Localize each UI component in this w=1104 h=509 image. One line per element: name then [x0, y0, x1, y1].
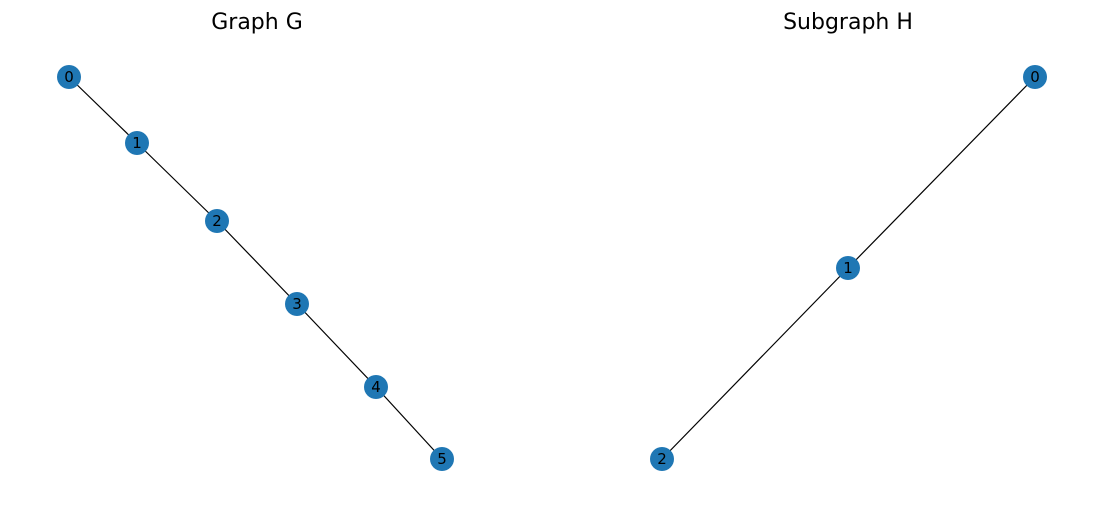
subgraph-h-node-label: 1	[843, 259, 853, 277]
graph-g-node-2: 2	[205, 209, 229, 233]
subgraph-h-node-circle	[650, 447, 674, 471]
subgraph-h-panel: Subgraph H 0 1 2	[650, 10, 1047, 471]
graph-g-edge-3-4	[296, 303, 377, 388]
graph-g-edges	[68, 76, 443, 460]
graph-g-edge-2-3	[216, 220, 298, 305]
graph-g-node-label: 5	[437, 450, 447, 468]
graph-g-node-0: 0	[57, 65, 81, 89]
graph-g-title: Graph G	[211, 10, 303, 35]
graph-g-edge-0-1	[68, 76, 138, 144]
graph-g-node-label: 3	[292, 295, 302, 313]
graph-g-node-circle	[364, 375, 388, 399]
graph-g-node-label: 0	[64, 68, 74, 86]
subgraph-h-title: Subgraph H	[783, 10, 913, 35]
graph-g-edge-1-2	[136, 142, 218, 222]
subgraph-h-node-0: 0	[1023, 65, 1047, 89]
graph-g-node-label: 4	[371, 378, 381, 396]
graph-g-edge-4-5	[375, 386, 443, 460]
subgraph-h-node-circle	[1023, 65, 1047, 89]
subgraph-h-edge-1-2	[661, 267, 849, 460]
graph-g-nodes: 0 1 2 3 4 5	[57, 65, 454, 471]
subgraph-h-node-2: 2	[650, 447, 674, 471]
graph-g-node-label: 2	[212, 212, 222, 230]
subgraph-h-node-1: 1	[836, 256, 860, 280]
graph-g-node-5: 5	[430, 447, 454, 471]
graph-g-node-3: 3	[285, 292, 309, 316]
graph-g-node-4: 4	[364, 375, 388, 399]
subgraph-h-node-label: 0	[1030, 68, 1040, 86]
graph-g-node-label: 1	[132, 134, 142, 152]
subgraph-h-node-label: 2	[657, 450, 667, 468]
graph-g-panel: Graph G 0 1 2 3 4 5	[57, 10, 454, 471]
graph-g-node-circle	[430, 447, 454, 471]
graph-g-node-circle	[205, 209, 229, 233]
subgraph-h-nodes: 0 1 2	[650, 65, 1047, 471]
graph-g-node-circle	[125, 131, 149, 155]
graph-g-node-circle	[57, 65, 81, 89]
subgraph-h-node-circle	[836, 256, 860, 280]
graph-g-node-1: 1	[125, 131, 149, 155]
graph-g-node-circle	[285, 292, 309, 316]
subgraph-h-edges	[661, 76, 1036, 460]
subgraph-h-edge-0-1	[847, 76, 1036, 269]
